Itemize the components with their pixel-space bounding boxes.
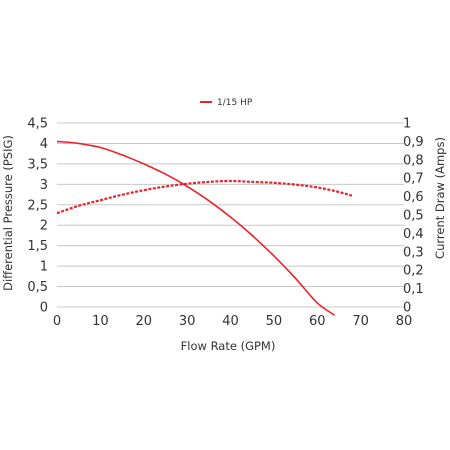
x-tick-label: 0 [53,314,61,329]
legend: 1/15 HP [200,98,253,108]
right-y-tick-label: 0,5 [403,209,424,224]
right-y-tick-label: 0,3 [403,245,424,260]
x-tick-label: 70 [352,314,369,329]
left-y-tick-label: 0 [40,301,48,316]
x-tick-label: 30 [179,314,196,329]
right-y-tick-label: 0,7 [403,172,424,187]
x-tick-label: 60 [309,314,326,329]
right-y-tick-label: 0,2 [403,264,424,279]
left-y-tick-label: 4 [40,137,48,152]
left-y-axis-title: Differential Pressure (PSIG) [1,135,15,291]
left-y-tick-label: 4,5 [27,117,48,132]
x-tick-label: 40 [222,314,239,329]
left-y-tick-label: 0,5 [27,280,48,295]
x-axis-ticks: 0 10 20 30 40 50 60 70 80 [53,314,412,329]
right-y-tick-label: 0,4 [403,227,424,242]
left-y-tick-label: 1,5 [27,239,48,254]
left-y-tick-label: 3,5 [27,157,48,172]
legend-label: 1/15 HP [217,98,253,108]
pressure-line [56,140,336,316]
right-y-tick-label: 0,9 [403,135,424,150]
x-tick-label: 80 [396,314,413,329]
left-y-tick-label: 2 [40,219,48,234]
x-tick-label: 50 [266,314,283,329]
current-draw-line [56,179,353,215]
right-y-axis-ticks: 0 0,1 0,2 0,3 0,4 0,5 0,6 0,7 0,8 0,9 1 [403,117,424,316]
series-lines [56,140,353,316]
x-tick-label: 10 [92,314,109,329]
left-y-tick-label: 1 [40,260,48,275]
left-y-axis-ticks: 0 0,5 1 1,5 2 2,5 3 3,5 4 4,5 [27,117,48,316]
x-axis-title: Flow Rate (GPM) [181,339,276,353]
right-y-tick-label: 0,6 [403,190,424,205]
right-y-tick-label: 0,1 [403,282,424,297]
left-y-tick-label: 3 [40,178,48,193]
gridlines [57,122,404,308]
left-y-tick-label: 2,5 [27,198,48,213]
x-tick-label: 20 [135,314,152,329]
right-y-axis-title: Current Draw (Amps) [433,137,447,259]
right-y-tick-label: 1 [403,117,411,132]
right-y-tick-label: 0 [403,301,411,316]
right-y-tick-label: 0,8 [403,153,424,168]
